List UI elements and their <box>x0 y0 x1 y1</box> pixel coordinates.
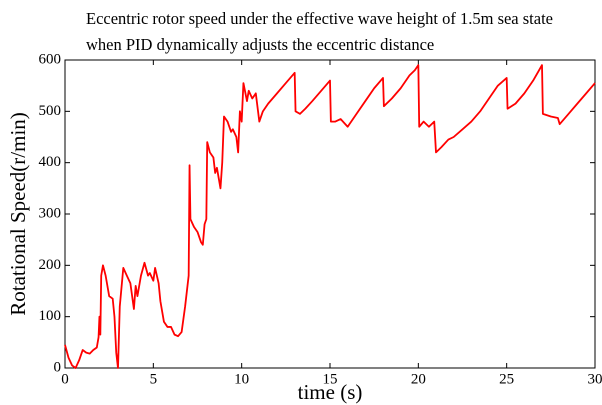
x-tick-label: 0 <box>61 371 69 387</box>
y-tick-label: 600 <box>39 51 62 67</box>
y-tick-label: 300 <box>39 205 62 221</box>
y-tick-label: 200 <box>39 257 62 273</box>
x-tick-label: 30 <box>588 371 602 387</box>
y-tick-label: 0 <box>54 359 62 375</box>
y-tick-label: 500 <box>39 103 62 119</box>
x-tick-label: 25 <box>499 371 514 387</box>
x-tick-label: 5 <box>150 371 158 387</box>
chart-title: Eccentric rotor speed under the effectiv… <box>86 9 553 54</box>
y-tick-label: 100 <box>39 308 62 324</box>
x-tick-label: 10 <box>234 371 249 387</box>
x-tick-label: 20 <box>411 371 426 387</box>
x-axis-label: time (s) <box>298 380 363 404</box>
y-tick-label: 400 <box>39 154 62 170</box>
y-axis-label: Rotational Speed(r/min) <box>6 112 30 316</box>
x-tick-label: 15 <box>323 371 338 387</box>
data-line <box>64 64 596 369</box>
